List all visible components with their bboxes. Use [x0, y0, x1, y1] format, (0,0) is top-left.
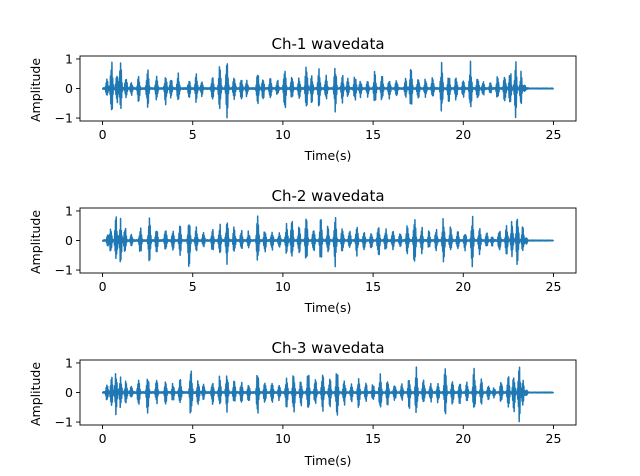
waveform-line	[101, 215, 555, 268]
x-tick-label: 0	[99, 431, 107, 446]
x-tick-label: 10	[275, 431, 291, 446]
y-tick-label: 1	[65, 355, 73, 370]
x-tick-label: 20	[455, 127, 471, 142]
x-tick-label: 25	[546, 431, 562, 446]
x-tick-label: 20	[455, 431, 471, 446]
y-tick-label: 1	[65, 203, 73, 218]
plot-area: 0 5 10 15 20 25 −1 0 1	[55, 203, 577, 294]
y-tick-label: −1	[55, 111, 73, 126]
subplot-title: Ch-3 wavedata	[271, 339, 384, 357]
x-tick-label: 20	[455, 279, 471, 294]
x-axis-label: Time(s)	[304, 148, 352, 163]
x-tick-label: 0	[99, 279, 107, 294]
x-axis-label: Time(s)	[304, 453, 352, 468]
subplot-ch3: Ch-3 wavedata Time(s) Amplitude 0 5 10 15 20…	[28, 339, 577, 468]
plot-area: 0 5 10 15 20 25 −1 0 1	[55, 51, 577, 142]
y-tick-label: 0	[65, 385, 73, 400]
y-tick-label: 0	[65, 233, 73, 248]
waveform-line	[101, 366, 555, 423]
subplot-ch1: Ch-1 wavedata Time(s) Amplitude 0 5 10 15 20…	[28, 35, 577, 163]
x-tick-label: 25	[546, 279, 562, 294]
x-tick-label: 15	[365, 431, 381, 446]
subplot-ch2: Ch-2 wavedata Time(s) Amplitude 0 5 10 15 20…	[28, 187, 577, 315]
y-axis-label: Amplitude	[28, 58, 43, 122]
x-tick-label: 25	[546, 127, 562, 142]
y-axis-label: Amplitude	[28, 362, 43, 426]
y-tick-label: 1	[65, 51, 73, 66]
x-tick-label: 15	[365, 279, 381, 294]
y-tick-label: −1	[55, 415, 73, 430]
x-tick-label: 10	[275, 127, 291, 142]
subplot-title: Ch-1 wavedata	[271, 35, 384, 53]
y-axis-label: Amplitude	[28, 210, 43, 274]
y-tick-label: 0	[65, 81, 73, 96]
x-tick-label: 5	[189, 431, 197, 446]
x-tick-label: 5	[189, 279, 197, 294]
waveform-line	[101, 60, 555, 119]
x-axis-label: Time(s)	[304, 300, 352, 315]
x-tick-label: 15	[365, 127, 381, 142]
x-tick-label: 10	[275, 279, 291, 294]
subplot-title: Ch-2 wavedata	[271, 187, 384, 205]
y-tick-label: −1	[55, 263, 73, 278]
x-tick-label: 5	[189, 127, 197, 142]
plot-area: 0 5 10 15 20 25 −1 0 1	[55, 355, 577, 446]
x-tick-label: 0	[99, 127, 107, 142]
